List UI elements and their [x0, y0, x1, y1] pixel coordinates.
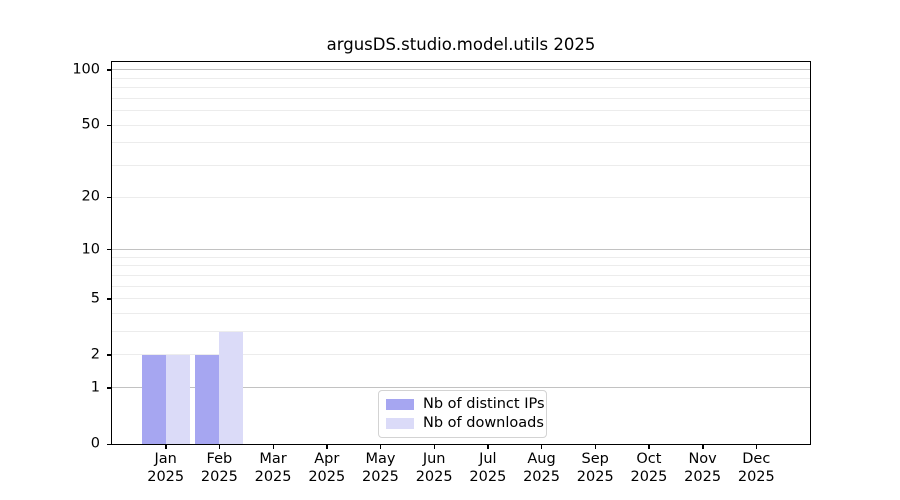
x-axis-month-label: Feb 2025 [179, 451, 259, 486]
month-year: 2025 [684, 468, 722, 485]
month-year: 2025 [200, 468, 238, 485]
gridline-minor [112, 97, 810, 99]
legend-row: Nb of downloads [386, 416, 544, 431]
bar-downloads [219, 331, 244, 444]
y-axis-tick-mark [107, 387, 112, 389]
y-axis-tick-label: 10 [81, 241, 100, 258]
gridline-minor [112, 265, 810, 267]
month-name: Oct [636, 451, 662, 467]
gridline-minor [112, 312, 810, 314]
month-name: Jun [422, 451, 446, 467]
y-axis-tick-mark [107, 249, 112, 251]
x-axis-tick-mark [218, 444, 221, 449]
x-axis-month-label: Nov 2025 [663, 451, 743, 486]
y-axis-tick-label: 50 [81, 116, 100, 133]
gridline-minor [112, 331, 810, 333]
x-axis-tick-mark [326, 444, 328, 449]
y-axis-tick-mark [107, 196, 112, 198]
x-axis-month-label: Jul 2025 [448, 451, 528, 486]
gridline-minor [112, 124, 810, 126]
month-year: 2025 [308, 468, 346, 485]
y-axis-tick-mark [107, 443, 112, 445]
plot-area [111, 61, 811, 445]
x-axis-month-label: Jan 2025 [126, 451, 206, 486]
gridline-major [112, 387, 810, 389]
bar-distinct-ips [195, 354, 220, 444]
gridline-minor [112, 256, 810, 258]
gridline-major [112, 69, 810, 71]
gridline-minor [112, 298, 810, 300]
gridline-minor [112, 196, 810, 198]
month-name: May [365, 451, 396, 467]
month-year: 2025 [469, 468, 507, 485]
x-axis-month-label: Dec 2025 [716, 451, 796, 486]
chart-title: argusDS.studio.model.utils 2025 [326, 35, 596, 54]
month-year: 2025 [147, 468, 185, 485]
legend: Nb of distinct IPs Nb of downloads [378, 390, 547, 438]
x-axis-tick-mark [487, 444, 489, 449]
legend-row: Nb of distinct IPs [386, 397, 545, 412]
x-axis-month-label: Mar 2025 [233, 451, 313, 486]
legend-swatch-distinct-ips [386, 399, 414, 410]
x-axis-tick-mark [379, 444, 382, 449]
x-axis-tick-mark [433, 444, 436, 449]
x-axis: Jan 2025 Feb 2025 Mar 2025 Apr 2025 May 2025 Jun 20… [0, 451, 900, 491]
month-name: Sep [581, 451, 609, 467]
gridline-minor [112, 285, 810, 287]
legend-swatch-downloads [386, 418, 414, 429]
x-axis-month-label: Jun 2025 [394, 451, 474, 486]
month-name: Jul [479, 451, 497, 467]
y-axis-tick-mark [107, 69, 112, 71]
y-axis-tick-mark [107, 354, 112, 356]
y-axis-tick-label: 20 [81, 188, 100, 205]
x-axis-month-label: Apr 2025 [287, 451, 367, 486]
x-axis-month-label: Aug 2025 [502, 451, 582, 486]
legend-label: Nb of downloads [423, 415, 544, 431]
bar-downloads [165, 354, 190, 444]
y-axis-tick-label: 100 [72, 61, 100, 78]
y-axis-tick-mark [107, 298, 112, 300]
x-axis-tick-mark [648, 444, 650, 449]
month-year: 2025 [737, 468, 775, 485]
gridline-minor [112, 77, 810, 79]
x-axis-month-label: Oct 2025 [609, 451, 689, 486]
legend-label: Nb of distinct IPs [423, 396, 545, 412]
x-axis-tick-mark [541, 444, 543, 449]
y-axis-tick-label: 0 [90, 435, 100, 452]
gridline-minor [112, 110, 810, 112]
gridline-minor [112, 164, 810, 166]
month-name: Dec [742, 451, 771, 467]
gridline-minor [112, 87, 810, 89]
y-axis: 0 1 2 5 10 20 50 100 [0, 61, 104, 451]
month-year: 2025 [254, 468, 292, 485]
x-axis-tick-mark [272, 444, 274, 449]
x-axis-month-label: May 2025 [340, 451, 420, 486]
month-name: Feb [206, 451, 233, 467]
bar-distinct-ips [141, 354, 166, 444]
x-axis-month-label: Sep 2025 [555, 451, 635, 486]
x-axis-tick-mark [755, 444, 758, 449]
y-axis-tick-label: 2 [90, 346, 100, 363]
month-name: Nov [688, 451, 717, 467]
month-name: Mar [259, 451, 287, 467]
x-axis-tick-mark [594, 444, 597, 449]
month-year: 2025 [523, 468, 560, 485]
x-axis-tick-mark [165, 444, 167, 449]
month-year: 2025 [630, 468, 668, 485]
gridline-minor [112, 354, 810, 356]
y-axis-tick-label: 5 [90, 290, 100, 307]
month-name: Apr [314, 451, 340, 467]
x-axis-tick-mark [702, 444, 704, 449]
month-year: 2025 [415, 468, 453, 485]
y-axis-tick-label: 1 [90, 379, 100, 396]
gridline-minor [112, 142, 810, 144]
month-name: Aug [527, 451, 556, 467]
month-year: 2025 [576, 468, 614, 485]
month-name: Jan [154, 451, 177, 467]
gridline-minor [112, 274, 810, 276]
month-year: 2025 [362, 468, 399, 485]
gridline-major [112, 249, 810, 250]
y-axis-tick-mark [107, 124, 112, 126]
